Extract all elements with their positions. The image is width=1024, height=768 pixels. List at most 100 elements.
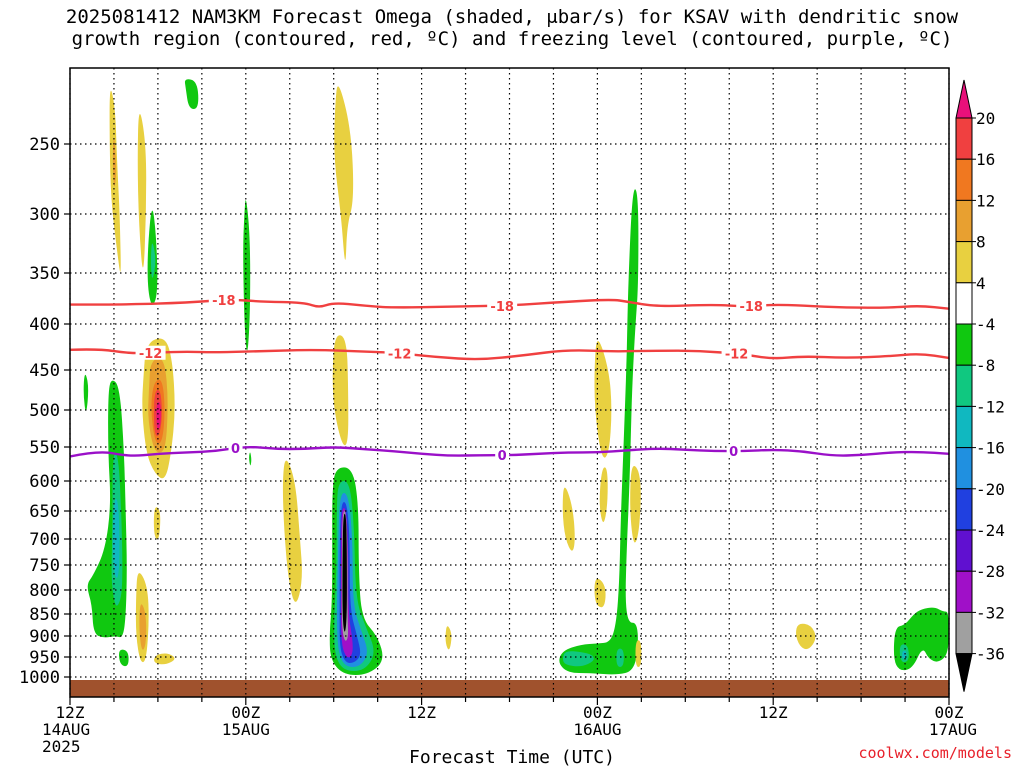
pressure-axis: 2503003504004505005506006507007508008509… xyxy=(19,135,70,688)
y-tick-label: 350 xyxy=(29,264,60,284)
contour-label-bg xyxy=(208,293,239,308)
contour-label: -18 xyxy=(212,294,236,309)
credit-text: coolwx.com/models xyxy=(858,744,1012,762)
colorbar-segment xyxy=(955,199,973,243)
y-tick-label: 700 xyxy=(29,530,60,550)
colorbar-label: 8 xyxy=(976,233,986,252)
contour-label: -18 xyxy=(490,300,514,315)
y-tick-label: 600 xyxy=(29,472,60,492)
chart-title: 2025081412 NAM3KM Forecast Omega (shaded… xyxy=(0,6,1024,50)
omega-region-32 xyxy=(562,487,575,551)
contour-label: -18 xyxy=(739,300,763,315)
omega-region-21 xyxy=(118,649,129,667)
y-tick-label: 800 xyxy=(29,581,60,601)
omega-region-40 xyxy=(616,648,624,667)
colorbar-label: -16 xyxy=(976,439,1005,458)
y-tick-label: 250 xyxy=(29,135,60,155)
colorbar-segment xyxy=(955,611,973,655)
contour-label-bg xyxy=(228,440,243,455)
omega-region-17 xyxy=(83,374,89,411)
contour-line-dgz-0 xyxy=(70,298,949,310)
omega-region-41 xyxy=(635,640,642,667)
y-tick-label: 450 xyxy=(29,361,60,381)
chart-title-line2: growth region (contoured, red, ºC) and f… xyxy=(71,28,953,50)
contour-label: 0 xyxy=(231,442,240,457)
colorbar-segment xyxy=(955,405,973,449)
colorbar-label: -28 xyxy=(976,562,1005,581)
contour-label: -12 xyxy=(725,348,749,363)
x-tick-label: 17AUG xyxy=(929,720,977,739)
contour-label: 0 xyxy=(729,445,738,460)
x-tick-label: 12Z xyxy=(407,703,436,722)
colorbar-label: -24 xyxy=(976,521,1005,540)
omega-region-33 xyxy=(445,626,452,650)
colorbar-top-tip xyxy=(955,79,973,119)
colorbar-label: 4 xyxy=(976,274,986,293)
colorbar-label: 20 xyxy=(976,109,995,128)
chart-title-line1: 2025081412 NAM3KM Forecast Omega (shaded… xyxy=(65,6,959,28)
contour-label: 0 xyxy=(498,449,507,464)
omega-region-24 xyxy=(332,335,349,446)
colorbar-label: -4 xyxy=(976,315,995,334)
colorbar-segment xyxy=(955,529,973,572)
y-tick-label: 500 xyxy=(29,401,60,421)
contour-layer: -18 -18 -18 -12 -12 -12 0 0 0 xyxy=(70,293,949,464)
omega-region-3 xyxy=(334,86,354,260)
omega-region-34 xyxy=(594,341,612,458)
colorbar-segment xyxy=(955,323,973,366)
x-tick-label: 14AUG xyxy=(42,720,90,739)
x-tick-label: 15AUG xyxy=(222,720,270,739)
x-tick-label: 16AUG xyxy=(573,720,621,739)
colorbar-segment xyxy=(955,158,973,201)
omega-region-37 xyxy=(630,465,641,543)
colorbar-label: 12 xyxy=(976,191,995,210)
contour-label: -12 xyxy=(139,347,163,362)
contour-label-bg xyxy=(736,299,767,314)
y-tick-label: 750 xyxy=(29,556,60,576)
plot-border xyxy=(69,67,950,698)
colorbar-segment xyxy=(955,570,973,613)
colorbar-label: -8 xyxy=(976,356,995,375)
colorbar-segment xyxy=(955,117,973,160)
y-tick-label: 550 xyxy=(29,438,60,458)
omega-colorbar: 20 16 12 8 4 -4 -8 -12 -16 -20 -24 -28 -32 -36 xyxy=(955,79,1005,692)
colorbar-label: 16 xyxy=(976,150,995,169)
colorbar-segment xyxy=(955,364,973,407)
colorbar-bottom-tip xyxy=(955,653,973,692)
contour-label: -12 xyxy=(388,347,412,362)
omega-region-15 xyxy=(139,604,147,650)
contour-label-bg xyxy=(721,346,752,361)
omega-region-23 xyxy=(282,460,302,602)
x-tick-label: 12Z xyxy=(759,703,788,722)
omega-region-45 xyxy=(902,650,907,659)
omega-region-22 xyxy=(249,452,252,466)
omega-region-2 xyxy=(137,114,147,268)
grid-layer xyxy=(69,68,950,697)
contour-line-dgz-1 xyxy=(70,348,949,361)
contour-label-bg xyxy=(135,345,166,360)
colorbar-label: -36 xyxy=(976,645,1005,664)
omega-region-38 xyxy=(559,189,639,675)
colorbar-label: -12 xyxy=(976,397,1005,416)
y-tick-label: 950 xyxy=(29,648,60,668)
y-tick-label: 300 xyxy=(29,205,60,225)
x-axis-label: Forecast Time (UTC) xyxy=(409,747,615,768)
omega-region-7 xyxy=(243,200,251,351)
omega-region-13 xyxy=(153,507,161,539)
y-tick-label: 900 xyxy=(29,627,60,647)
y-tick-label: 850 xyxy=(29,605,60,625)
contour-label-bg xyxy=(726,444,741,459)
contour-label-bg xyxy=(384,346,415,361)
omega-shading-layer xyxy=(83,79,949,675)
colorbar-segment xyxy=(955,447,973,490)
omega-region-16 xyxy=(154,653,175,665)
colorbar-label: -20 xyxy=(976,480,1005,499)
omega-region-5 xyxy=(150,243,156,278)
colorbar-label: -32 xyxy=(976,603,1005,622)
omega-region-36 xyxy=(594,578,606,608)
omega-region-39 xyxy=(562,651,594,667)
x-tick-label: 00Z xyxy=(583,703,612,722)
y-tick-label: 400 xyxy=(29,315,60,335)
colorbar-segment xyxy=(955,488,973,531)
